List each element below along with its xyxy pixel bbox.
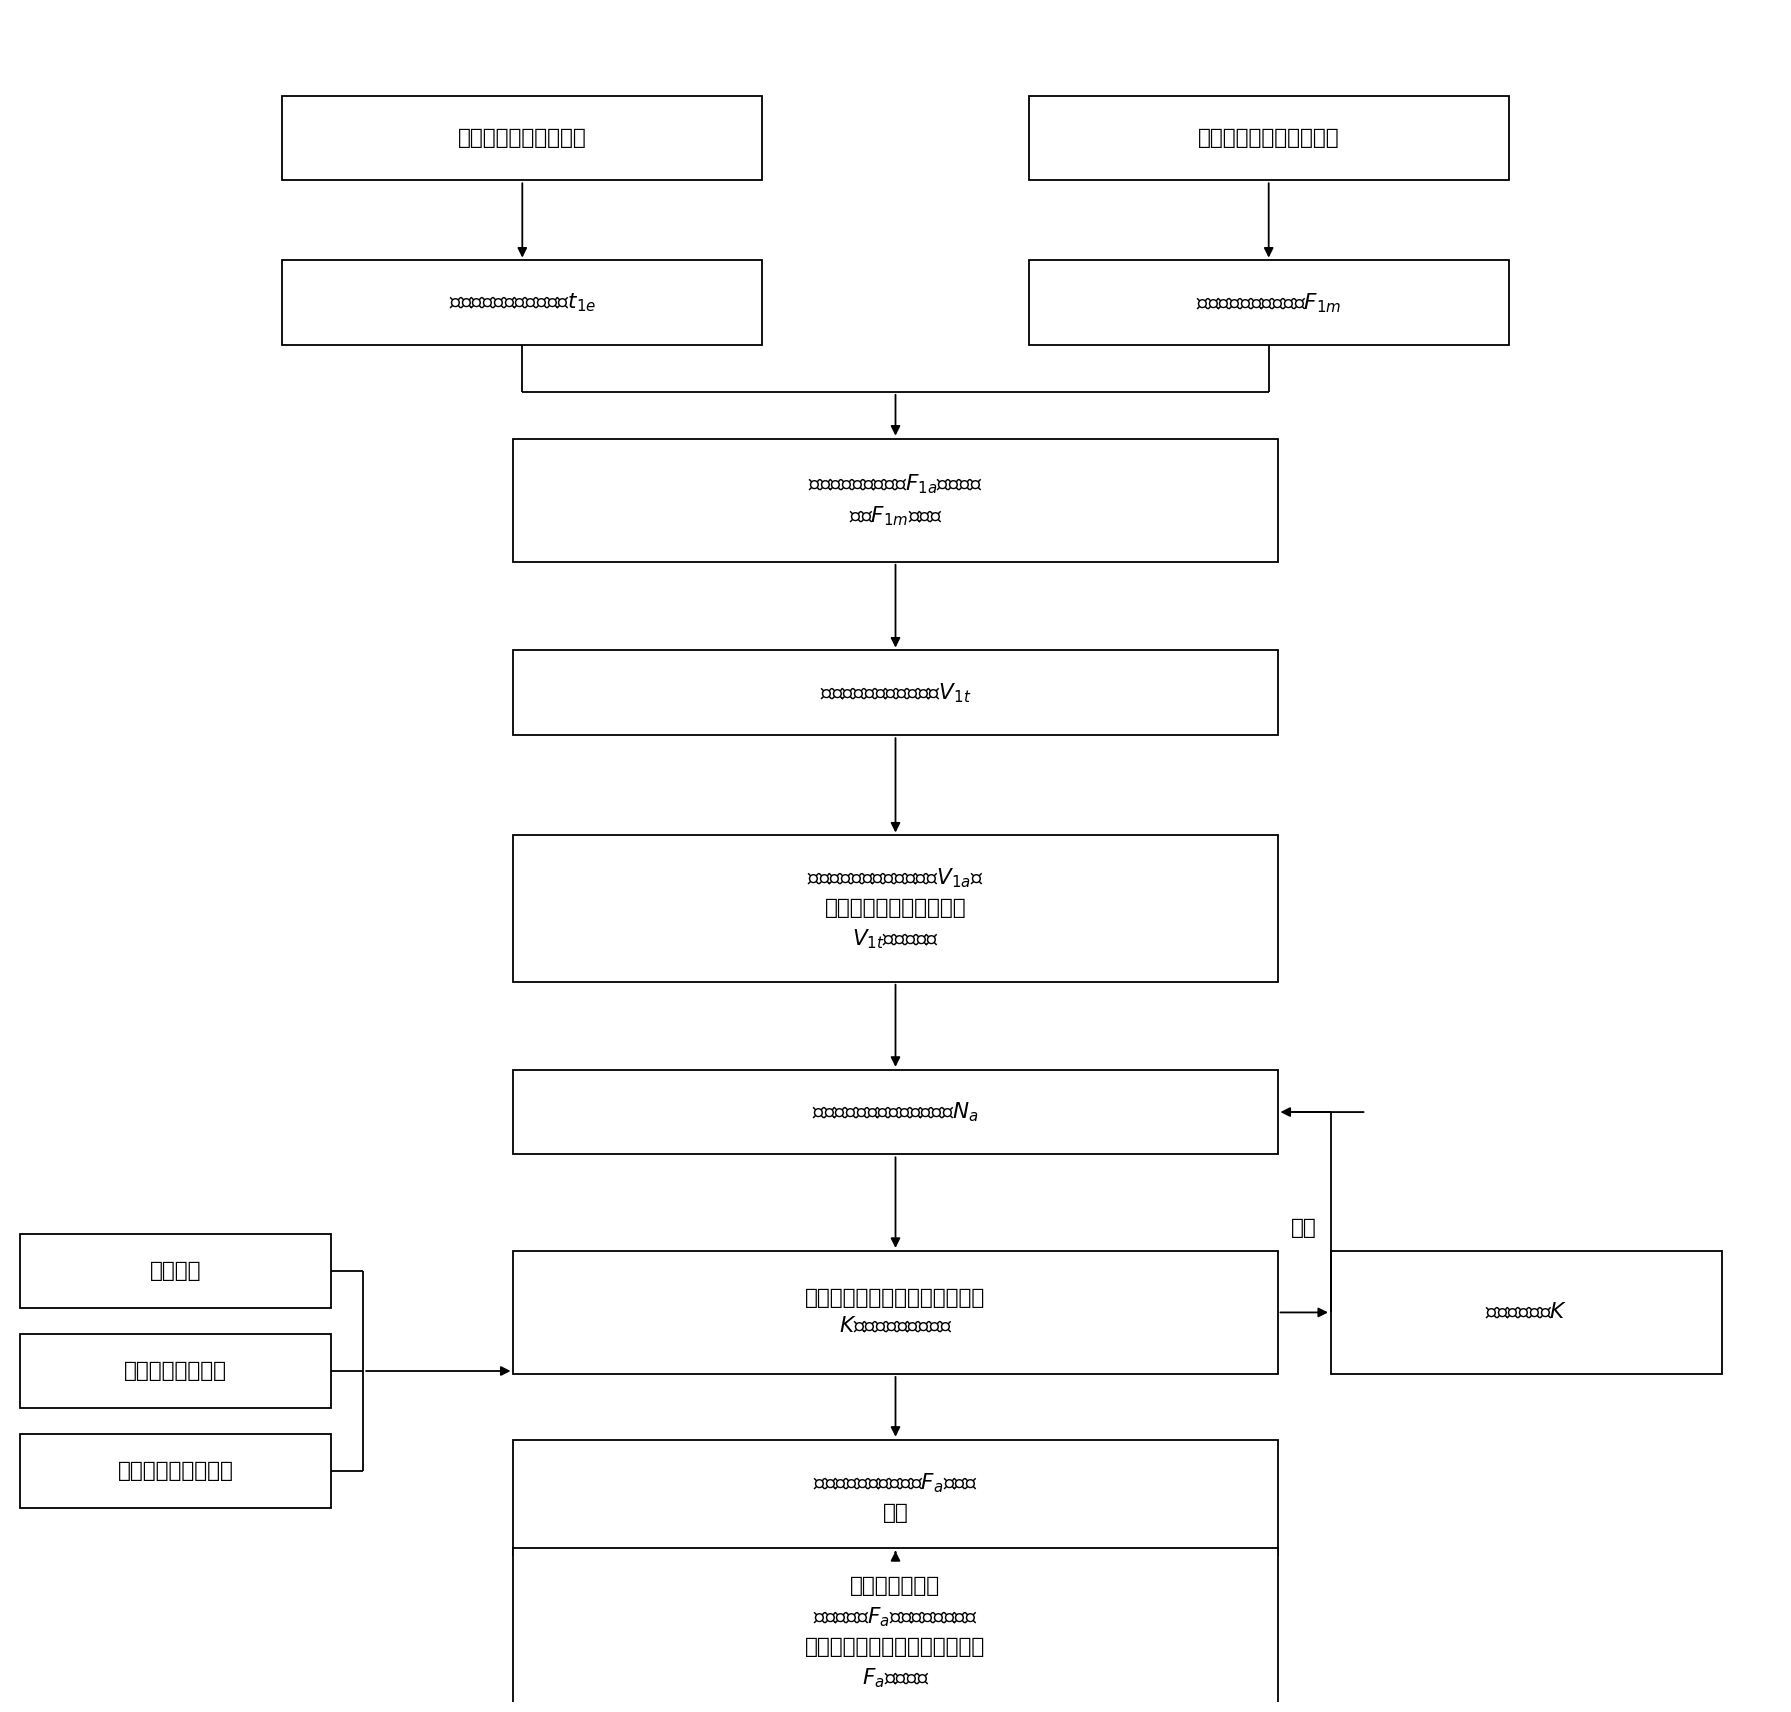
FancyBboxPatch shape [1028, 96, 1508, 180]
Text: 工件材料性能参数: 工件材料性能参数 [124, 1361, 227, 1382]
Text: 单颗磨粒平均切削力$F_{1a}$与最大冲
击力$F_{1m}$的关系: 单颗磨粒平均切削力$F_{1a}$与最大冲 击力$F_{1m}$的关系 [808, 473, 983, 529]
FancyBboxPatch shape [1331, 1251, 1721, 1375]
Text: 单颗磨粒的最大冲击力$F_{1m}$: 单颗磨粒的最大冲击力$F_{1m}$ [1196, 291, 1341, 315]
Text: 代入: 代入 [1291, 1219, 1316, 1238]
FancyBboxPatch shape [283, 260, 763, 346]
Text: 得到含有未知量（塑性变形系数
$K$）的轴向切削力公式: 得到含有未知量（塑性变形系数 $K$）的轴向切削力公式 [806, 1289, 985, 1337]
FancyBboxPatch shape [20, 1334, 331, 1407]
FancyBboxPatch shape [1028, 260, 1508, 346]
Text: 单颗磨粒的压痕特性分析: 单颗磨粒的压痕特性分析 [1198, 128, 1340, 147]
FancyBboxPatch shape [514, 1548, 1277, 1712]
Text: 单颗磨粒的材料去除体积$V_{1t}$: 单颗磨粒的材料去除体积$V_{1t}$ [820, 681, 971, 705]
Text: 参与切削加工的有效磨粒数目$N_a$: 参与切削加工的有效磨粒数目$N_a$ [813, 1101, 978, 1123]
Text: 单颗磨粒的运动学分析: 单颗磨粒的运动学分析 [458, 128, 587, 147]
Text: 塑性变形系数$K$: 塑性变形系数$K$ [1485, 1303, 1567, 1322]
FancyBboxPatch shape [20, 1234, 331, 1308]
FancyBboxPatch shape [20, 1435, 331, 1508]
Text: 利用最终得到的
轴向切削力$F_a$的预测公式，对不
同切削加工参数下的轴向切削力
$F_a$进行预测: 利用最终得到的 轴向切削力$F_a$的预测公式，对不 同切削加工参数下的轴向切削… [806, 1577, 985, 1690]
FancyBboxPatch shape [514, 1070, 1277, 1154]
FancyBboxPatch shape [514, 438, 1277, 562]
FancyBboxPatch shape [514, 651, 1277, 734]
Text: 刀具参数: 刀具参数 [150, 1260, 202, 1281]
FancyBboxPatch shape [514, 835, 1277, 981]
FancyBboxPatch shape [514, 1251, 1277, 1375]
Text: 单位时间内的材料去除体积$V_{1a}$与
单颗磨粒的材料去除体积
$V_{1t}$之间的关系: 单位时间内的材料去除体积$V_{1a}$与 单颗磨粒的材料去除体积 $V_{1t… [808, 866, 983, 950]
Text: 切削参数和振动参数: 切削参数和振动参数 [118, 1460, 233, 1481]
FancyBboxPatch shape [283, 96, 763, 180]
Text: 得到最终的轴向切削力$F_a$的预测
公式: 得到最终的轴向切削力$F_a$的预测 公式 [813, 1472, 978, 1524]
Text: 单颗磨粒的有效切削时间$t_{1e}$: 单颗磨粒的有效切削时间$t_{1e}$ [450, 291, 596, 315]
FancyBboxPatch shape [514, 1440, 1277, 1554]
